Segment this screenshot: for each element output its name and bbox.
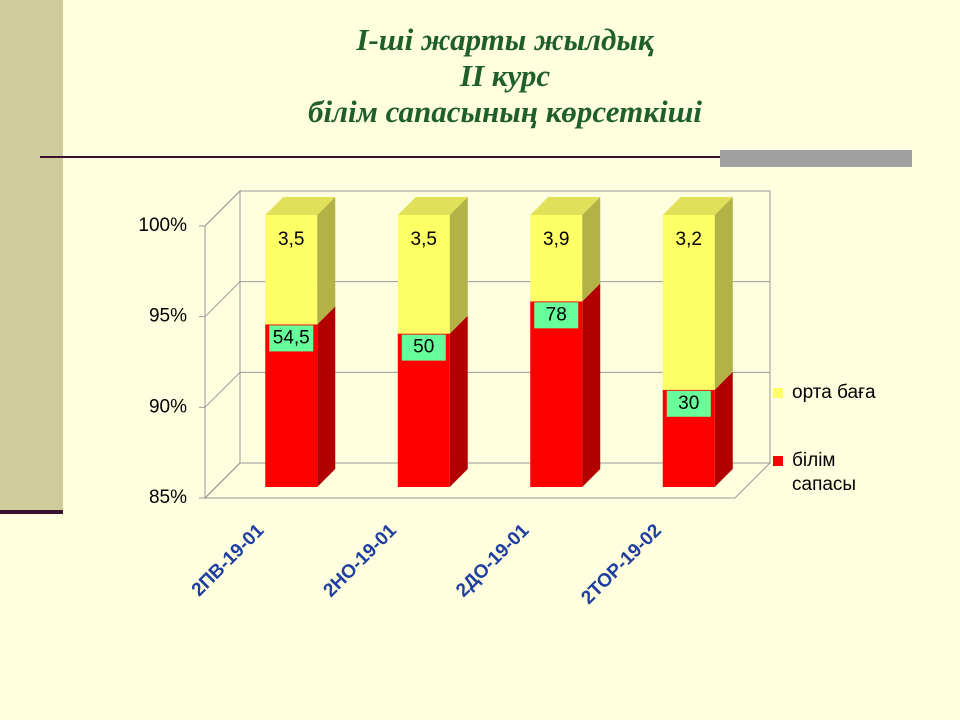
y-tick-label: 100%: [138, 215, 187, 236]
rule: [40, 156, 912, 158]
bar-side: [449, 197, 468, 334]
bar-segment: [530, 301, 583, 487]
legend-swatch: [773, 456, 783, 466]
value-label: 30: [678, 393, 699, 414]
y-tick-label: 85%: [149, 487, 187, 508]
bar-top: [265, 197, 336, 215]
value-label: 50: [413, 337, 434, 358]
value-label: 3,5: [411, 229, 437, 250]
title: І-ші жарты жылдық ІІ курс білім сапасыны…: [200, 22, 810, 130]
value-label-box: [666, 390, 711, 417]
bar-side: [714, 197, 733, 390]
title-line: І-ші жарты жылдық: [356, 22, 654, 57]
x-tick-label: 2ДО-19-01: [452, 520, 533, 601]
bar-side: [582, 283, 601, 487]
bar-side: [317, 197, 336, 325]
bar-segment: [530, 215, 583, 302]
bar-side: [714, 371, 733, 487]
value-label: 3,5: [278, 229, 304, 250]
value-label: 3,9: [543, 229, 569, 250]
bar-segment: [265, 324, 318, 487]
x-tick-label: 2НО-19-01: [320, 520, 402, 602]
bar-top: [530, 197, 601, 215]
side-strip: [0, 0, 63, 510]
value-label-box: [534, 302, 579, 329]
side-wall: [204, 189, 241, 500]
legend-label: білім сапасы: [792, 450, 857, 495]
bar-side: [582, 197, 601, 302]
title-line: ІІ курс: [459, 58, 551, 93]
y-tick-label: 95%: [149, 306, 187, 327]
bar-top: [397, 197, 468, 215]
y-tick-label: 90%: [149, 396, 187, 417]
strip-line: [0, 510, 63, 514]
bar-side: [317, 306, 336, 487]
value-label: 54,5: [273, 327, 310, 348]
value-label: 3,2: [676, 229, 702, 250]
bar-side: [449, 315, 468, 487]
title-line: білім сапасының көрсеткіші: [307, 94, 703, 129]
x-tick-label: 2ПВ-19-01: [188, 520, 269, 601]
bar-top: [662, 197, 733, 215]
x-tick-label: 2ТОР-19-02: [577, 520, 665, 608]
legend-swatch: [773, 388, 783, 398]
value-label-box: [401, 334, 446, 361]
value-label-box: [269, 325, 314, 352]
bar-segment: [265, 215, 318, 325]
rule-bar: [720, 150, 912, 167]
bar-segment: [662, 215, 715, 390]
grid-line: [204, 190, 770, 227]
value-label: 78: [546, 304, 567, 325]
legend-label: орта баға: [792, 382, 876, 403]
bar-segment: [397, 215, 450, 334]
